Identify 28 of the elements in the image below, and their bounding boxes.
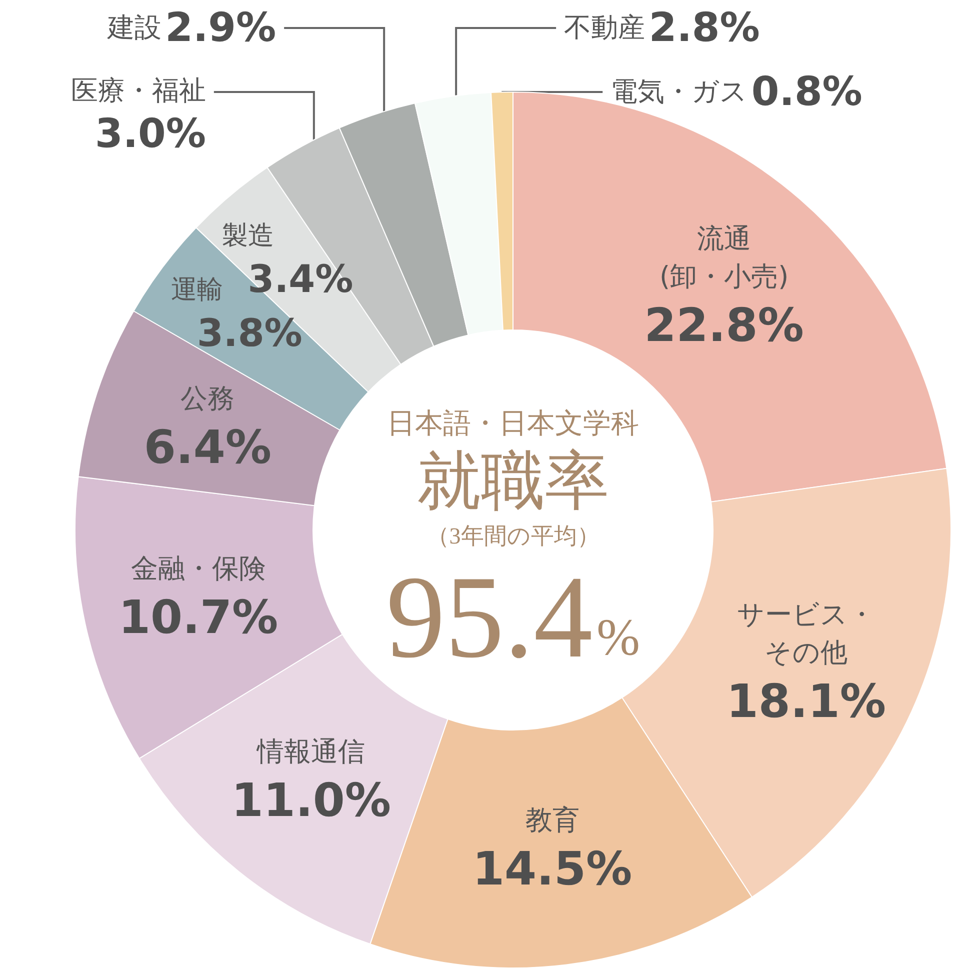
slice-label: サービス・その他 bbox=[737, 600, 876, 669]
data-label: 22.8% bbox=[644, 298, 804, 352]
slice-label: 教育 bbox=[525, 805, 580, 836]
text: 95.4% bbox=[386, 552, 640, 682]
data-label: 3.0% bbox=[94, 111, 206, 157]
data-label: 18.1% bbox=[726, 674, 886, 728]
slice-label: 公務 bbox=[180, 383, 235, 414]
data-label: 11.0% bbox=[231, 772, 392, 827]
slice-label: 製造 bbox=[222, 220, 274, 251]
slice-label: 金融・保険 bbox=[130, 554, 266, 585]
data-label: 2.8% bbox=[648, 5, 760, 51]
data-label: 6.4% bbox=[144, 420, 272, 474]
slice-label: 電気・ガス bbox=[610, 76, 748, 108]
data-label: 0.8% bbox=[751, 69, 862, 115]
slice-label: 運輸 bbox=[170, 274, 223, 305]
slice-label: 不動産 bbox=[564, 12, 646, 44]
text: （3年間の平均） bbox=[426, 524, 600, 548]
slice-label: 医療・福祉 bbox=[70, 76, 206, 106]
text: 就職率 bbox=[417, 446, 609, 516]
data-label: 14.5% bbox=[472, 842, 632, 896]
slice-label: 情報通信 bbox=[256, 736, 366, 768]
data-label: 3.8% bbox=[196, 310, 302, 355]
slice-label: 建設 bbox=[106, 12, 162, 44]
data-label: 3.4% bbox=[248, 256, 354, 301]
data-label: 2.9% bbox=[165, 5, 276, 51]
text: 日本語・日本文学科 bbox=[387, 406, 639, 440]
data-label: 10.7% bbox=[118, 590, 278, 644]
slice-label: 流通(卸・小売) bbox=[660, 223, 789, 292]
